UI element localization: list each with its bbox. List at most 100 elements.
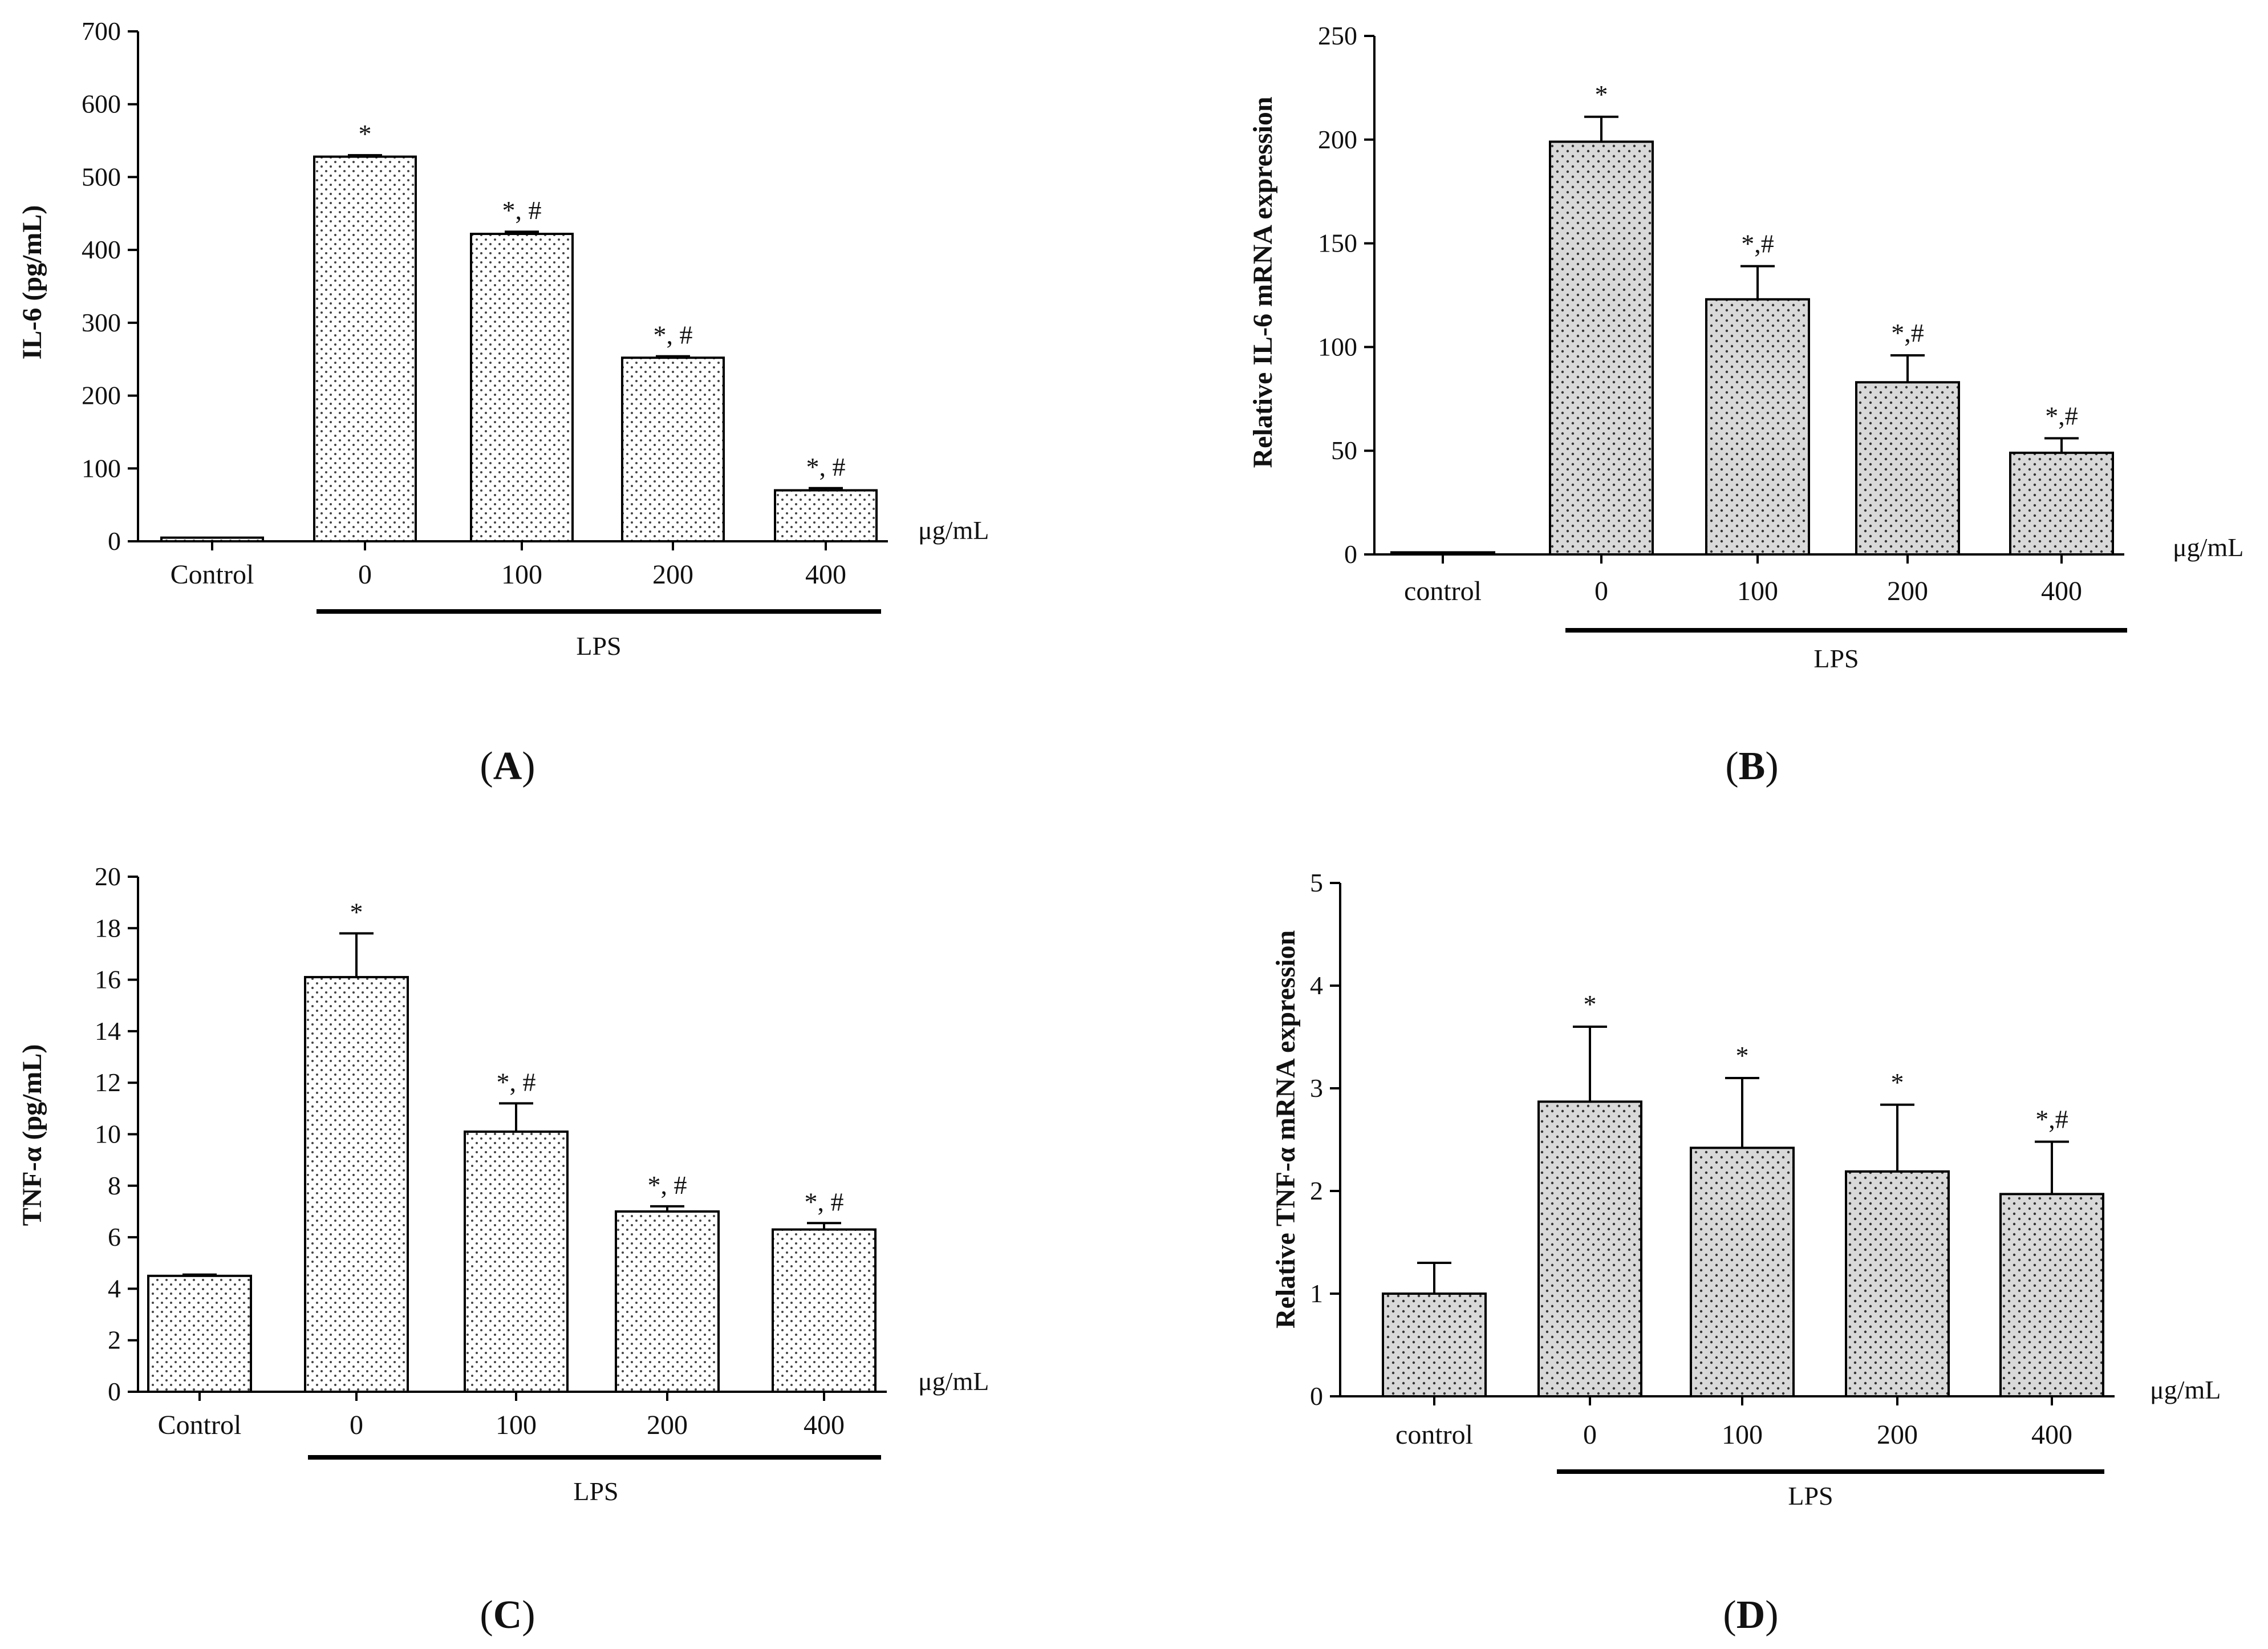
bar	[772, 1228, 877, 1393]
significance-label: *, #	[497, 1067, 536, 1096]
y-tick-label: 50	[1331, 436, 1357, 465]
category-label: 100	[496, 1410, 537, 1440]
category-label: 100	[1737, 576, 1778, 606]
y-tick-label: 1	[1310, 1279, 1323, 1308]
significance-label: *	[1595, 80, 1608, 109]
category-label: 400	[805, 560, 846, 590]
category-label: Control	[158, 1410, 242, 1440]
y-tick-label: 200	[1318, 125, 1357, 154]
y-tick-label: 16	[95, 965, 121, 994]
y-tick-label: 10	[95, 1120, 121, 1149]
panel-a-ylabel: IL-6 (pg/mL)	[17, 205, 47, 360]
category-label: 0	[1595, 576, 1608, 606]
category-label: 100	[501, 560, 542, 590]
category-label: control	[1404, 576, 1482, 606]
y-tick-label: 150	[1318, 229, 1357, 258]
significance-label: *	[350, 897, 363, 926]
y-tick-label: 300	[82, 308, 121, 337]
bar	[1382, 1293, 1487, 1397]
category-label: control	[1395, 1420, 1473, 1450]
y-tick-label: 400	[82, 235, 121, 264]
y-tick-label: 20	[95, 862, 121, 891]
y-tick-label: 2	[108, 1326, 121, 1355]
y-tick-label: 18	[95, 913, 121, 942]
bar	[1690, 1146, 1795, 1398]
bar	[2009, 451, 2114, 556]
panel-c: 0 2 4 6 8 10 12 14 16 18 20 Control 0 * 100 *, # 200 *, #…	[17, 862, 989, 1637]
significance-label: *,#	[1741, 229, 1774, 258]
panel-b-ylabel: Relative IL-6 mRNA expression	[1248, 96, 1278, 468]
panel-a-unit-label: μg/mL	[918, 516, 989, 545]
panel-a-label: (A)	[480, 744, 535, 788]
panel-c-ylabel: TNF-α (pg/mL)	[17, 1044, 47, 1226]
bar	[1549, 140, 1654, 556]
y-tick-label: 600	[82, 90, 121, 119]
significance-label: *,#	[1891, 318, 1924, 347]
panel-a-group-label: LPS	[576, 631, 621, 661]
y-tick-label: 500	[82, 162, 121, 191]
y-tick-label: 0	[108, 1377, 121, 1406]
category-label: Control	[171, 560, 254, 590]
bar	[1845, 1170, 1950, 1398]
significance-label: *, #	[805, 1187, 844, 1216]
y-tick-label: 14	[95, 1016, 121, 1046]
significance-label: *,#	[2045, 401, 2078, 430]
y-tick-label: 250	[1318, 21, 1357, 50]
category-label: 0	[358, 560, 372, 590]
y-tick-label: 0	[1344, 540, 1357, 569]
significance-label: *,#	[2035, 1105, 2068, 1134]
panel-d-group-label: LPS	[1788, 1481, 1833, 1510]
y-tick-label: 2	[1310, 1176, 1323, 1205]
category-label: 100	[1722, 1420, 1763, 1450]
y-tick-label: 100	[1318, 332, 1357, 361]
bar	[621, 356, 725, 542]
bar	[304, 976, 409, 1393]
category-label: 400	[2041, 576, 2082, 606]
significance-label: *	[1891, 1068, 1904, 1097]
significance-label: *, #	[648, 1170, 687, 1200]
panel-c-plot: 0 2 4 6 8 10 12 14 16 18 20 Control 0 * 100 *, # 200 *, #…	[95, 862, 887, 1440]
significance-label: *, #	[502, 196, 542, 225]
bar	[1999, 1193, 2104, 1397]
y-tick-label: 100	[82, 453, 121, 483]
category-label: 200	[647, 1410, 688, 1440]
category-label: 200	[652, 560, 693, 590]
panel-b-unit-label: μg/mL	[2173, 533, 2243, 562]
y-tick-label: 8	[108, 1171, 121, 1200]
y-tick-label: 200	[82, 381, 121, 410]
y-tick-label: 6	[108, 1222, 121, 1251]
panel-c-label: (C)	[480, 1593, 535, 1637]
y-tick-label: 4	[1310, 971, 1323, 1000]
category-label: 0	[350, 1410, 363, 1440]
panel-c-group-label: LPS	[573, 1477, 618, 1506]
bar	[313, 155, 417, 542]
category-label: 0	[1583, 1420, 1597, 1450]
bar	[147, 1274, 252, 1393]
panel-a-plot: 0 100 200 300 400 500 600 700 Control 0 * 100 *, # 20…	[82, 17, 888, 590]
significance-label: *	[359, 119, 372, 148]
y-tick-label: 700	[82, 17, 121, 46]
panel-d-plot: 0 1 2 3 4 5 control 0 * 100 * 200 * 400 *,#	[1310, 868, 2115, 1450]
bar	[774, 489, 878, 542]
panel-d: 0 1 2 3 4 5 control 0 * 100 * 200 * 400 *,# Relative T…	[1271, 868, 2221, 1637]
panel-b: 0 50 100 150 200 250 control 0 * 100 *,# 200 *,# 400 *…	[1248, 21, 2243, 788]
bar	[1855, 381, 1960, 556]
bar	[160, 536, 264, 542]
y-tick-label: 0	[108, 526, 121, 556]
significance-label: *	[1736, 1041, 1749, 1070]
panel-b-plot: 0 50 100 150 200 250 control 0 * 100 *,# 200 *,# 400 *…	[1318, 21, 2124, 606]
y-tick-label: 12	[95, 1068, 121, 1097]
significance-label: *, #	[654, 321, 693, 350]
panel-b-label: (B)	[1725, 744, 1778, 788]
panel-d-ylabel: Relative TNF-α mRNA expression	[1271, 930, 1301, 1328]
bar	[1537, 1100, 1642, 1397]
bar	[470, 233, 574, 542]
bar	[615, 1210, 720, 1393]
panel-a: 0 100 200 300 400 500 600 700 Control 0 * 100 *, # 20…	[17, 17, 989, 788]
panel-d-label: (D)	[1723, 1593, 1778, 1637]
bar	[464, 1130, 569, 1393]
y-tick-label: 4	[108, 1274, 121, 1303]
panel-c-unit-label: μg/mL	[918, 1367, 989, 1396]
bar	[1705, 298, 1810, 556]
